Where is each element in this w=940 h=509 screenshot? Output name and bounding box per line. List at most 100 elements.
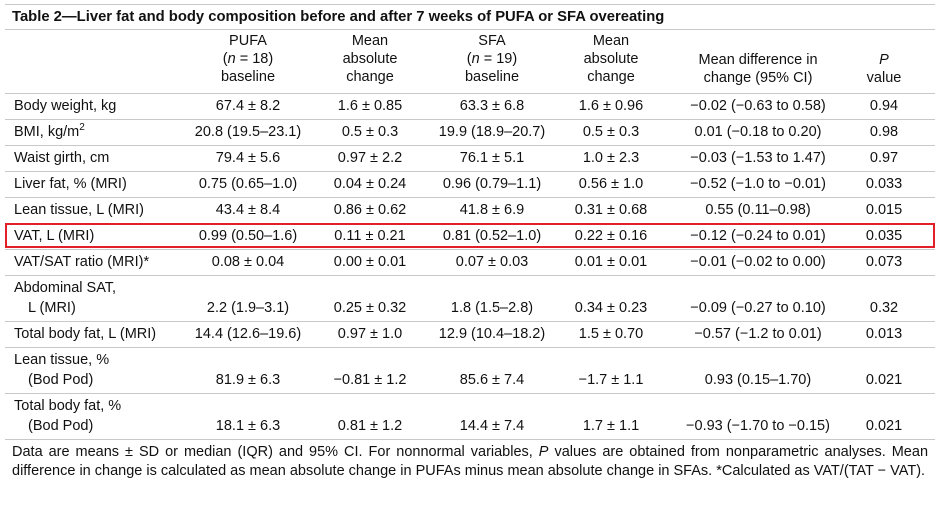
column-header: P value [867, 51, 902, 87]
table-cell: 67.4 ± 8.2 [215, 98, 281, 114]
row-rule [5, 145, 935, 146]
row-label-text: Abdominal SAT, [14, 280, 117, 296]
table-cell: −0.57 (−1.2 to 0.01) [694, 326, 822, 342]
table-cell: 1.0 ± 2.3 [582, 150, 640, 166]
row-label-text: VAT, L (MRI) [14, 228, 95, 244]
header-text: ( [466, 51, 472, 67]
table-cell: 0.81 ± 1.2 [337, 418, 403, 434]
table-cell: 76.1 ± 5.1 [459, 150, 525, 166]
header-line: Mean [351, 33, 389, 49]
table-cell: 0.34 ± 0.23 [574, 300, 648, 316]
row-label: VAT, L (MRI) [14, 227, 94, 245]
row-rule [5, 321, 935, 322]
table-cell: 0.32 [869, 300, 899, 316]
row-rule [5, 93, 935, 94]
header-text: P [879, 52, 889, 68]
title-rule [5, 29, 935, 30]
row-rule [5, 393, 935, 394]
table-cell: 0.97 ± 2.2 [337, 150, 403, 166]
footnote-text: Data are means ± SD or median (IQR) and … [12, 444, 539, 460]
row-label: Waist girth, cm [14, 149, 109, 167]
row-label: (Bod Pod) [28, 417, 93, 435]
row-label-text: Waist girth, cm [14, 150, 110, 166]
header-line: P [867, 51, 902, 69]
column-header: Mean difference in change (95% CI) [698, 51, 817, 87]
table-cell: 0.97 ± 1.0 [337, 326, 403, 342]
row-label-text: Lean tissue, L (MRI) [14, 202, 145, 218]
table-cell: 0.033 [865, 176, 903, 192]
row-label-text: Lean tissue, % [14, 352, 110, 368]
row-label-text: (Bod Pod) [28, 418, 94, 434]
table-cell: 0.81 (0.52–1.0) [442, 228, 542, 244]
table-cell: 63.3 ± 6.8 [459, 98, 525, 114]
row-label: Lean tissue, % [14, 351, 109, 369]
table-cell: 85.6 ± 7.4 [459, 372, 525, 388]
table-cell: 0.5 ± 0.3 [582, 124, 640, 140]
table-cell: 20.8 (19.5–23.1) [194, 124, 302, 140]
table-cell: 1.8 (1.5–2.8) [450, 300, 534, 316]
table-cell: 0.31 ± 0.68 [574, 202, 648, 218]
table-cell: 0.5 ± 0.3 [341, 124, 399, 140]
table-cell: 0.55 (0.11–0.98) [705, 202, 811, 218]
highlight-box [5, 223, 935, 248]
header-line: SFA [478, 33, 506, 49]
table-cell: 0.94 [869, 98, 899, 114]
row-label: Total body fat, % [14, 397, 121, 415]
table-cell: 41.8 ± 6.9 [459, 202, 525, 218]
row-rule [5, 119, 935, 120]
table-cell: 0.01 ± 0.01 [574, 254, 648, 270]
table-title: Table 2—Liver fat and body composition b… [12, 9, 665, 25]
table-cell: 1.6 ± 0.85 [337, 98, 403, 114]
header-line: Mean difference in [698, 52, 818, 68]
row-rule [5, 197, 935, 198]
table-cell: −0.81 ± 1.2 [333, 372, 407, 388]
table-cell: −0.52 (−1.0 to −0.01) [690, 176, 826, 192]
row-label-text: Liver fat, % (MRI) [14, 176, 127, 192]
row-label: Body weight, kg [14, 97, 116, 115]
header-text: ( [222, 51, 228, 67]
column-header: PUFA (n = 18) baseline [221, 32, 275, 86]
table-cell: 0.015 [865, 202, 903, 218]
table-cell: 0.04 ± 0.24 [333, 176, 407, 192]
header-line: baseline [220, 69, 276, 85]
row-rule [5, 439, 935, 440]
table-cell: 0.07 ± 0.03 [455, 254, 529, 270]
table-cell: 0.96 (0.79–1.1) [442, 176, 542, 192]
header-line: absolute [342, 51, 398, 67]
row-label-text: (Bod Pod) [28, 372, 94, 388]
table-cell: 0.08 ± 0.04 [211, 254, 285, 270]
table-cell: 0.56 ± 1.0 [578, 176, 644, 192]
table-cell: 81.9 ± 6.3 [215, 372, 281, 388]
header-line: (n = 18) [221, 50, 275, 68]
row-rule [5, 275, 935, 276]
table-cell: 0.00 ± 0.01 [333, 254, 407, 270]
header-line: absolute [583, 51, 639, 67]
column-header: Mean absolute change [343, 32, 398, 86]
table-cell: −0.12 (−0.24 to 0.01) [690, 228, 826, 244]
row-label-text: BMI, kg/m [14, 124, 80, 140]
row-label: Abdominal SAT, [14, 279, 116, 297]
table-cell: 18.1 ± 6.3 [215, 418, 281, 434]
table-cell: 2.2 (1.9–3.1) [206, 300, 290, 316]
table-cell: 14.4 ± 7.4 [459, 418, 525, 434]
table-cell: 1.7 ± 1.1 [582, 418, 640, 434]
column-header: Mean absolute change [584, 32, 639, 86]
footnote: Data are means ± SD or median (IQR) and … [12, 443, 928, 481]
row-rule [5, 171, 935, 172]
row-label: (Bod Pod) [28, 371, 93, 389]
table-cell: 19.9 (18.9–20.7) [438, 124, 546, 140]
row-label-text: Total body fat, % [14, 398, 122, 414]
table-cell: 0.035 [865, 228, 903, 244]
table-cell: 0.073 [865, 254, 903, 270]
table-cell: 0.013 [865, 326, 903, 342]
row-rule [5, 249, 935, 250]
table-cell: −1.7 ± 1.1 [578, 372, 644, 388]
header-line: change [587, 69, 635, 85]
table-cell: −0.01 (−0.02 to 0.00) [690, 254, 826, 270]
table-cell: 0.97 [869, 150, 899, 166]
row-label-text: L (MRI) [28, 300, 76, 316]
table-cell: 0.93 (0.15–1.70) [704, 372, 812, 388]
header-line: change [346, 69, 394, 85]
header-text: n [471, 51, 480, 67]
table-cell: 0.01 (−0.18 to 0.20) [694, 124, 822, 140]
